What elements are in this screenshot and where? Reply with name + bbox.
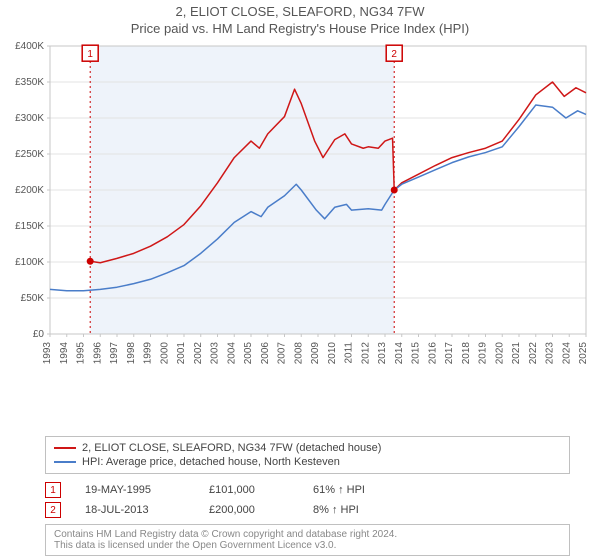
transaction-date: 18-JUL-2013 <box>85 504 185 516</box>
svg-text:2012: 2012 <box>360 342 371 365</box>
transaction-row: 1 19-MAY-1995 £101,000 61% ↑ HPI <box>45 480 570 500</box>
svg-text:1999: 1999 <box>143 342 154 365</box>
svg-text:2010: 2010 <box>327 342 338 365</box>
transaction-delta: 8% ↑ HPI <box>313 504 359 516</box>
svg-text:£0: £0 <box>33 329 45 340</box>
svg-text:1993: 1993 <box>42 342 53 365</box>
svg-text:2022: 2022 <box>528 342 539 365</box>
svg-text:2004: 2004 <box>226 342 237 365</box>
svg-text:2005: 2005 <box>243 342 254 365</box>
credits-box: Contains HM Land Registry data © Crown c… <box>45 524 570 556</box>
svg-text:£350K: £350K <box>15 77 44 88</box>
legend-label: HPI: Average price, detached house, Nort… <box>82 456 340 468</box>
svg-text:2019: 2019 <box>478 342 489 365</box>
svg-text:£200K: £200K <box>15 185 44 196</box>
chart-area: £0 £50K £100K £150K £200K £250K £300K £350K £400… <box>0 38 600 432</box>
svg-text:2023: 2023 <box>545 342 556 365</box>
transaction-row: 2 18-JUL-2013 £200,000 8% ↑ HPI <box>45 500 570 520</box>
svg-text:1995: 1995 <box>76 342 87 365</box>
legend-swatch <box>54 461 76 463</box>
svg-text:£300K: £300K <box>15 113 44 124</box>
transactions-table: 1 19-MAY-1995 £101,000 61% ↑ HPI 2 18-JUL-201… <box>45 480 570 520</box>
svg-text:2024: 2024 <box>561 342 572 365</box>
transaction-delta: 61% ↑ HPI <box>313 484 365 496</box>
svg-text:2013: 2013 <box>377 342 388 365</box>
svg-text:2000: 2000 <box>159 342 170 365</box>
svg-text:1998: 1998 <box>126 342 137 365</box>
svg-text:2007: 2007 <box>277 342 288 365</box>
legend-swatch <box>54 447 76 449</box>
svg-text:1: 1 <box>87 49 93 60</box>
svg-text:2014: 2014 <box>394 342 405 365</box>
svg-text:£400K: £400K <box>15 41 44 52</box>
transaction-badge: 2 <box>45 502 61 518</box>
svg-text:2021: 2021 <box>511 342 522 365</box>
svg-text:2015: 2015 <box>411 342 422 365</box>
svg-text:2002: 2002 <box>193 342 204 365</box>
transaction-price: £200,000 <box>209 504 289 516</box>
svg-text:2011: 2011 <box>344 342 355 364</box>
transaction-date: 19-MAY-1995 <box>85 484 185 496</box>
legend: 2, ELIOT CLOSE, SLEAFORD, NG34 7FW (deta… <box>45 436 570 474</box>
svg-text:2009: 2009 <box>310 342 321 365</box>
svg-text:£250K: £250K <box>15 149 44 160</box>
svg-text:2006: 2006 <box>260 342 271 365</box>
svg-text:2016: 2016 <box>427 342 438 365</box>
svg-text:£50K: £50K <box>21 293 45 304</box>
title-line1: 2, ELIOT CLOSE, SLEAFORD, NG34 7FW <box>0 4 600 19</box>
line-chart-svg: £0 £50K £100K £150K £200K £250K £300K £350K £400… <box>0 38 600 378</box>
svg-text:2020: 2020 <box>494 342 505 365</box>
svg-text:1994: 1994 <box>59 342 70 365</box>
svg-text:2003: 2003 <box>210 342 221 365</box>
legend-item: 2, ELIOT CLOSE, SLEAFORD, NG34 7FW (deta… <box>54 441 561 455</box>
svg-text:2018: 2018 <box>461 342 472 365</box>
credits-line1: Contains HM Land Registry data © Crown c… <box>54 529 561 540</box>
svg-text:2017: 2017 <box>444 342 455 365</box>
credits-line2: This data is licensed under the Open Gov… <box>54 540 561 551</box>
svg-text:2008: 2008 <box>293 342 304 365</box>
transaction-price: £101,000 <box>209 484 289 496</box>
chart-titles: 2, ELIOT CLOSE, SLEAFORD, NG34 7FW Price… <box>0 0 600 38</box>
transaction-badge: 1 <box>45 482 61 498</box>
svg-text:2001: 2001 <box>176 342 187 365</box>
svg-text:1996: 1996 <box>92 342 103 365</box>
legend-item: HPI: Average price, detached house, Nort… <box>54 455 561 469</box>
legend-label: 2, ELIOT CLOSE, SLEAFORD, NG34 7FW (deta… <box>82 442 381 454</box>
svg-text:£100K: £100K <box>15 257 44 268</box>
svg-text:£150K: £150K <box>15 221 44 232</box>
svg-text:2025: 2025 <box>578 342 589 365</box>
svg-text:2: 2 <box>391 49 397 60</box>
svg-text:1997: 1997 <box>109 342 120 365</box>
title-line2: Price paid vs. HM Land Registry's House … <box>0 21 600 36</box>
